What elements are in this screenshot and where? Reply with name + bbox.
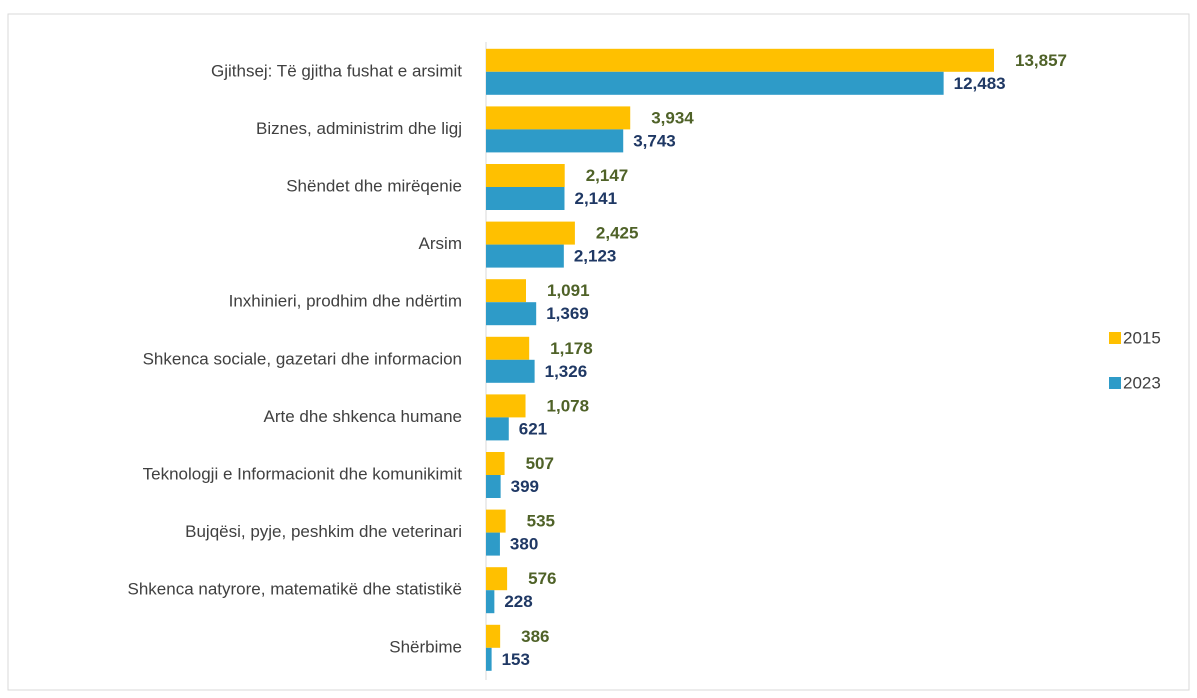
legend-label: 2015 <box>1123 328 1161 347</box>
category-label: Gjithsej: Të gjitha fushat e arsimit <box>211 61 462 80</box>
value-label: 2,425 <box>596 224 639 243</box>
category-label: Biznes, administrim dhe ligj <box>256 119 462 138</box>
bar <box>486 164 565 187</box>
bar <box>486 509 506 533</box>
value-label: 2,141 <box>574 189 617 208</box>
value-label: 12,483 <box>954 74 1006 93</box>
bar <box>486 394 526 418</box>
legend-label: 2023 <box>1123 373 1161 392</box>
bar <box>486 279 526 303</box>
category-label: Inxhinieri, prodhim dhe ndërtim <box>229 292 462 311</box>
value-label: 1,369 <box>546 304 589 323</box>
value-label: 228 <box>504 592 532 611</box>
bar <box>486 532 500 556</box>
value-label: 386 <box>521 627 549 646</box>
bar <box>486 221 575 245</box>
value-label: 1,091 <box>547 281 590 300</box>
bar <box>486 590 495 614</box>
legend-swatch <box>1109 377 1121 389</box>
bar <box>486 302 537 326</box>
bar <box>486 129 624 153</box>
bar <box>486 417 509 441</box>
bar <box>486 452 505 475</box>
bar <box>486 106 631 130</box>
category-label: Shëndet dhe mirëqenie <box>286 176 462 195</box>
value-label: 399 <box>511 477 539 496</box>
category-label: Shkenca sociale, gazetari dhe informacio… <box>143 349 462 368</box>
value-label: 1,178 <box>550 339 593 358</box>
category-label: Bujqësi, pyje, peshkim dhe veterinari <box>185 522 462 541</box>
bar <box>486 336 530 360</box>
bar <box>486 624 501 648</box>
bar <box>486 244 564 268</box>
bar <box>486 475 501 498</box>
bar <box>486 567 508 591</box>
value-label: 1,078 <box>547 396 590 415</box>
category-label: Teknologji e Informacionit dhe komunikim… <box>143 464 463 483</box>
bar <box>486 647 492 671</box>
category-label: Shkenca natyrore, matematikë dhe statist… <box>128 580 463 599</box>
category-label: Arte dhe shkenca humane <box>264 407 462 426</box>
value-label: 1,326 <box>545 362 588 381</box>
value-label: 507 <box>526 454 554 473</box>
value-label: 576 <box>528 569 556 588</box>
bar <box>486 48 994 72</box>
bar <box>486 71 944 95</box>
bar <box>486 187 565 210</box>
legend-swatch <box>1109 332 1121 344</box>
value-label: 535 <box>527 512 555 531</box>
value-label: 153 <box>502 650 530 669</box>
bar <box>486 359 535 383</box>
value-label: 13,857 <box>1015 51 1067 70</box>
category-label: Arsim <box>419 234 462 253</box>
value-label: 2,147 <box>586 166 629 185</box>
category-label: Shërbime <box>389 637 462 656</box>
value-label: 2,123 <box>574 247 617 266</box>
value-label: 3,743 <box>633 131 676 150</box>
value-label: 380 <box>510 535 538 554</box>
value-label: 3,934 <box>651 108 694 127</box>
value-label: 621 <box>519 419 547 438</box>
